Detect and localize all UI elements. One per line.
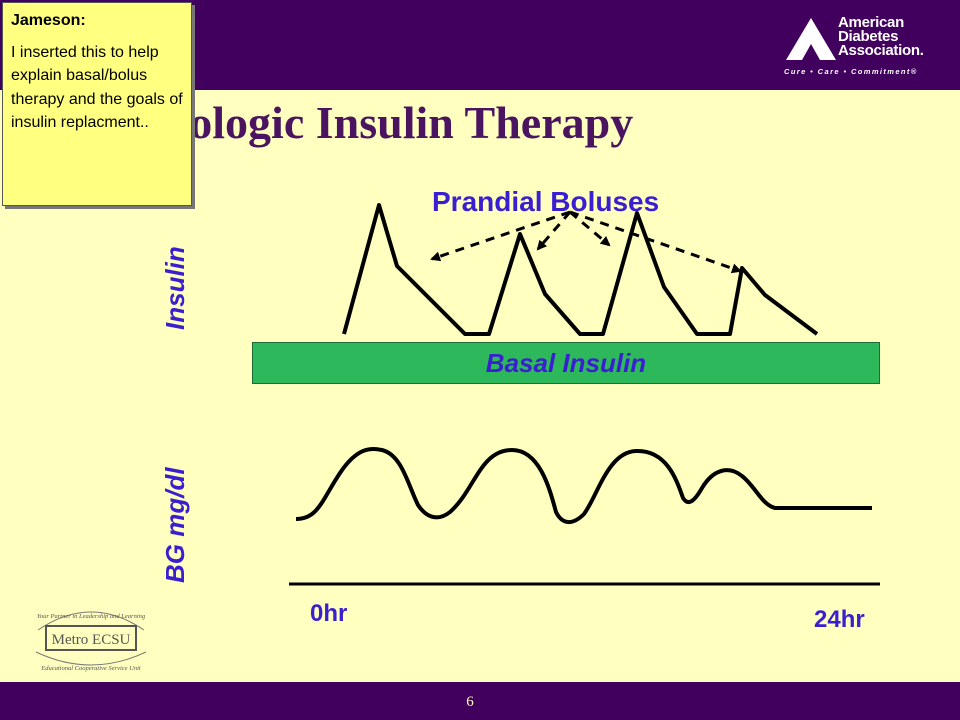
metro-ecsu-logo-icon: Metro ECSU Educational Cooperative Servi… [35,611,147,672]
time-end-label: 24hr [814,606,865,633]
ada-logo-text: American Diabetes Association. [838,14,924,59]
slide-title: hysiologic Insulin Therapy [110,97,634,148]
svg-text:Your Partner in Leadership and: Your Partner in Leadership and Learning [37,613,146,620]
slide-number: 6 [466,694,474,710]
ada-tagline: Cure • Care • Commitment® [784,67,918,76]
svg-text:Metro ECSU: Metro ECSU [52,632,131,648]
bolus-arrow-3 [569,210,611,247]
review-comment[interactable]: Jameson: I inserted this to help explain… [2,2,192,206]
insulin-curve [342,203,819,336]
insulin-axis-label: Insulin [160,246,190,330]
comment-author: Jameson: [11,12,86,29]
prandial-boluses-label: Prandial Boluses [432,186,660,217]
bolus-arrow-2 [536,211,572,251]
bolus-arrows [430,210,742,274]
blood-glucose-curve [295,446,872,524]
comment-text: I inserted this to help explain basal/bo… [11,43,183,132]
svg-text:Educational Cooperative Servic: Educational Cooperative Service Unit [40,665,141,672]
footer-bar [0,682,960,720]
basal-insulin-bar [252,342,880,384]
bolus-arrow-4 [569,210,742,274]
bg-axis-label: BG mg/dl [160,467,190,583]
bolus-arrow-1 [430,210,571,262]
time-start-label: 0hr [310,600,348,627]
ada-triangle-logo-icon [786,18,836,60]
basal-insulin-label: Basal Insulin [485,348,647,378]
